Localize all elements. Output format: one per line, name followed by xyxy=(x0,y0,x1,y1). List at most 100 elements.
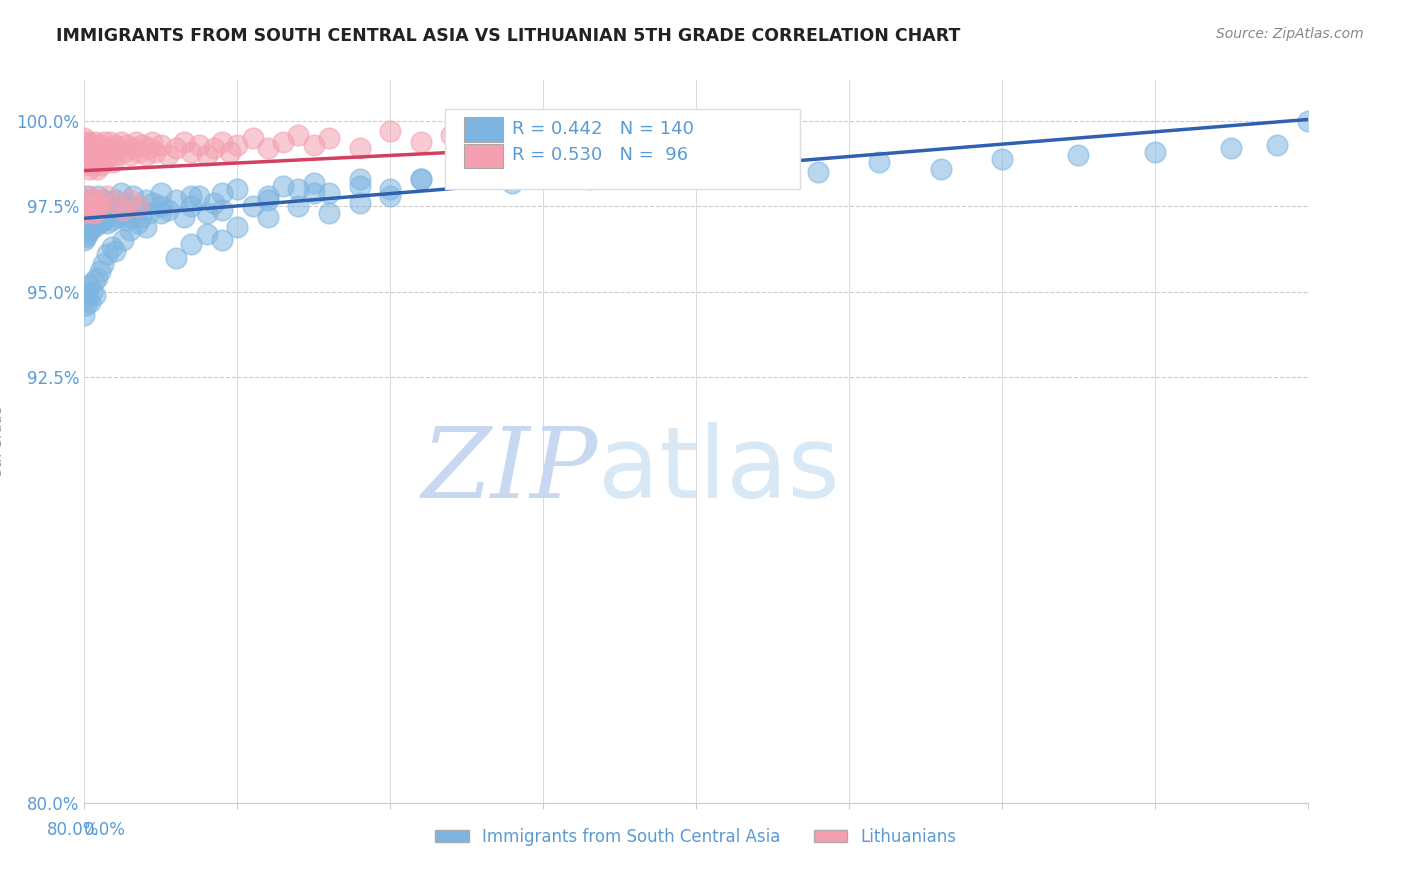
Point xyxy=(271,178,294,193)
Point xyxy=(1067,148,1090,162)
Point xyxy=(165,251,187,265)
Point xyxy=(98,196,121,211)
Point xyxy=(409,135,432,149)
Point xyxy=(180,236,202,251)
Point xyxy=(188,138,211,153)
Point xyxy=(77,196,100,211)
Point xyxy=(211,135,233,149)
Point xyxy=(76,216,98,230)
Point xyxy=(120,210,142,224)
Point xyxy=(157,202,180,217)
Point xyxy=(131,138,153,153)
Point xyxy=(110,135,132,149)
Point xyxy=(96,141,118,155)
Point xyxy=(80,148,103,162)
Point xyxy=(73,196,96,211)
Point xyxy=(929,161,952,176)
Point xyxy=(76,292,98,306)
Point xyxy=(685,138,707,153)
Point xyxy=(80,199,103,213)
Point xyxy=(531,161,554,176)
Point xyxy=(86,216,108,230)
Point xyxy=(257,141,280,155)
Point xyxy=(80,210,103,224)
Point xyxy=(103,155,125,169)
Point xyxy=(91,213,114,227)
Point xyxy=(73,206,96,220)
Point xyxy=(86,202,108,217)
Point xyxy=(84,196,107,211)
Point xyxy=(90,159,112,173)
Point xyxy=(76,155,98,169)
Point xyxy=(75,196,97,211)
Point xyxy=(105,148,128,162)
Point xyxy=(110,186,132,200)
Point xyxy=(87,193,110,207)
Point xyxy=(302,186,325,200)
Point xyxy=(188,189,211,203)
Point xyxy=(96,189,118,203)
Point xyxy=(83,219,105,234)
Point xyxy=(83,274,105,288)
Point xyxy=(318,131,340,145)
Point xyxy=(257,193,280,207)
Point xyxy=(869,155,891,169)
Text: IMMIGRANTS FROM SOUTH CENTRAL ASIA VS LITHUANIAN 5TH GRADE CORRELATION CHART: IMMIGRANTS FROM SOUTH CENTRAL ASIA VS LI… xyxy=(56,27,960,45)
Point xyxy=(87,189,110,203)
Point xyxy=(80,159,103,173)
Point xyxy=(75,152,97,166)
Point xyxy=(143,145,166,159)
Point xyxy=(83,206,105,220)
Point xyxy=(1143,145,1166,159)
Point xyxy=(104,193,127,207)
Y-axis label: 5th Grade: 5th Grade xyxy=(0,407,6,476)
Point xyxy=(173,135,195,149)
Point xyxy=(76,199,98,213)
Point xyxy=(195,227,218,241)
FancyBboxPatch shape xyxy=(464,117,503,142)
Point xyxy=(80,285,103,299)
Point xyxy=(96,216,118,230)
Point xyxy=(302,138,325,153)
Point xyxy=(79,199,101,213)
Point xyxy=(79,223,101,237)
Point xyxy=(87,210,110,224)
Point xyxy=(120,148,142,162)
Point xyxy=(75,202,97,217)
Point xyxy=(257,189,280,203)
Point xyxy=(226,138,249,153)
Point xyxy=(128,145,150,159)
Point xyxy=(409,172,432,186)
Point xyxy=(302,176,325,190)
Point xyxy=(83,202,105,217)
Point xyxy=(471,138,494,153)
Point xyxy=(149,199,172,213)
Point xyxy=(89,196,111,211)
Point xyxy=(73,234,96,248)
Point xyxy=(91,145,114,159)
Point xyxy=(409,172,432,186)
Point xyxy=(349,178,371,193)
Point xyxy=(79,216,101,230)
Point xyxy=(89,155,111,169)
Point xyxy=(129,210,152,224)
Point xyxy=(471,169,494,183)
Point xyxy=(807,165,830,179)
Point xyxy=(75,285,97,299)
Point xyxy=(91,202,114,217)
Point xyxy=(226,219,249,234)
Point xyxy=(531,124,554,138)
Point xyxy=(180,189,202,203)
Point xyxy=(242,199,264,213)
Point xyxy=(93,193,115,207)
Point xyxy=(84,155,107,169)
Point xyxy=(84,196,107,211)
Point xyxy=(75,298,97,312)
Point xyxy=(149,206,172,220)
Point xyxy=(104,138,127,153)
Point xyxy=(77,145,100,159)
Point xyxy=(87,148,110,162)
Point xyxy=(73,309,96,323)
Point xyxy=(135,148,157,162)
Point xyxy=(195,206,218,220)
